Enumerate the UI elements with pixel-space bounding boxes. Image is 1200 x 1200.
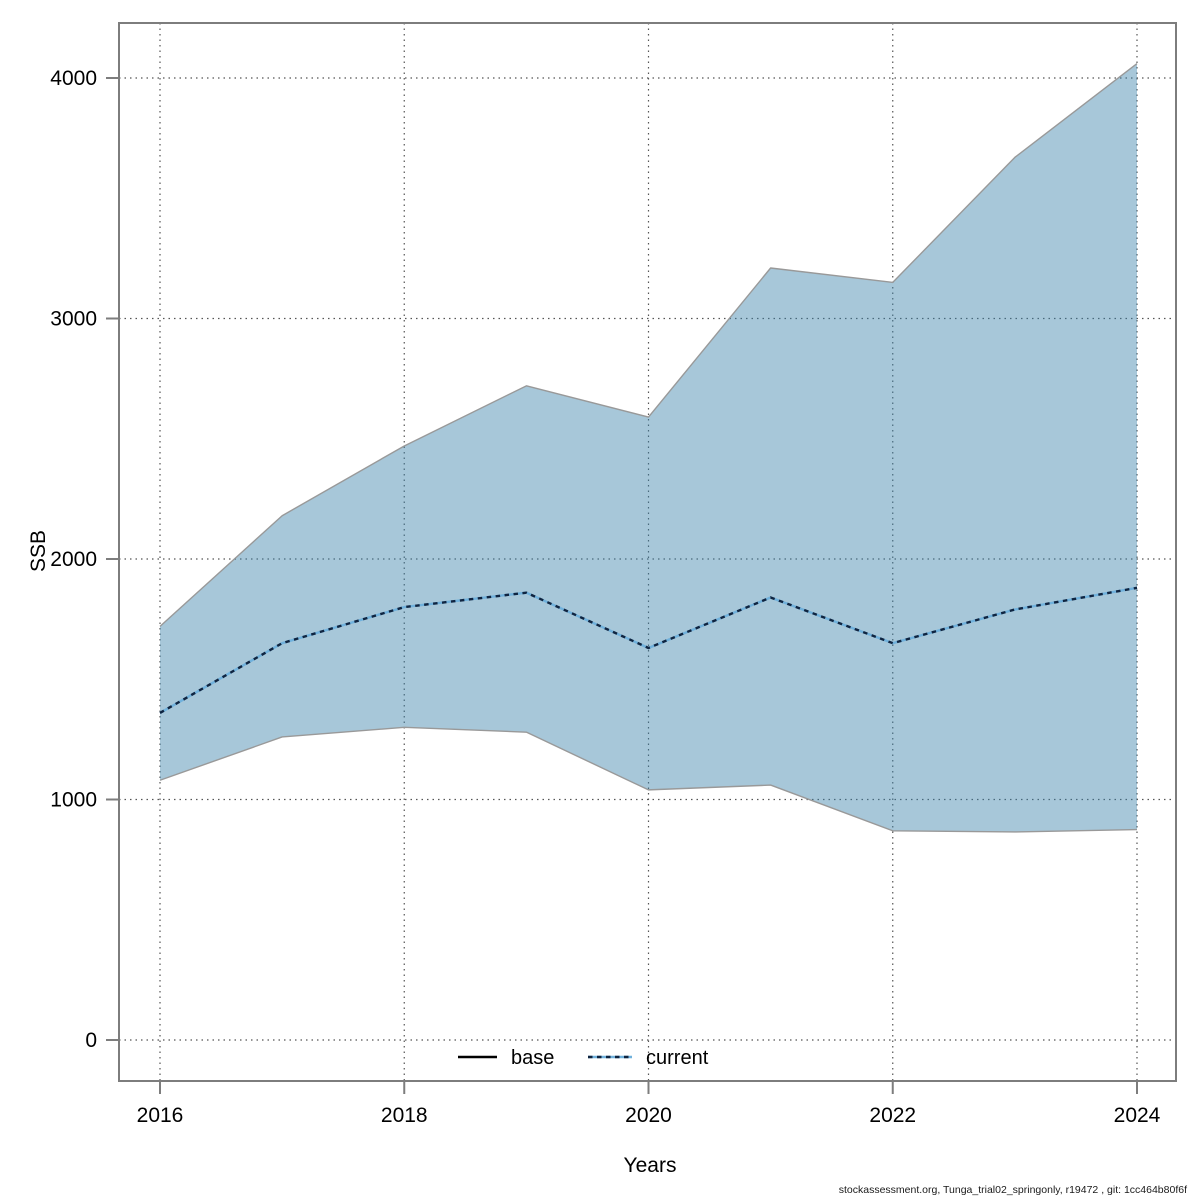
y-tick-label-3000: 3000 xyxy=(50,308,97,331)
y-tick-label-4000: 4000 xyxy=(50,67,97,90)
band-lower-edge xyxy=(159,726,1138,833)
axis-ticks xyxy=(106,77,1138,1094)
x-tick-label-2018: 2018 xyxy=(381,1104,428,1127)
x-tick-label-2022: 2022 xyxy=(869,1104,916,1127)
y-axis-title: SSB xyxy=(27,530,50,572)
y-tick-label-0: 0 xyxy=(85,1029,97,1052)
x-tick-label-2020: 2020 xyxy=(625,1104,672,1127)
median-line xyxy=(159,586,1138,714)
legend-current-label: current xyxy=(646,1047,709,1069)
y-tick-label-2000: 2000 xyxy=(50,548,97,571)
plot-frame xyxy=(118,22,1177,1082)
x-axis-title: Years xyxy=(624,1154,677,1177)
median-line-dotted xyxy=(159,586,1138,714)
band-upper-edge xyxy=(159,63,1138,627)
footer-attribution: stockassessment.org, Tunga_trial02_sprin… xyxy=(839,1184,1187,1196)
legend: base current xyxy=(458,1047,709,1069)
y-tick-label-1000: 1000 xyxy=(50,789,97,812)
x-tick-label-2024: 2024 xyxy=(1114,1104,1161,1127)
axis-tick-labels: 0 1000 2000 3000 4000 2016 2018 2020 2022 2024 xyxy=(50,67,1160,1127)
confidence-band-polygon xyxy=(160,63,1137,832)
legend-base-label: base xyxy=(511,1047,554,1069)
confidence-band xyxy=(159,63,1138,833)
gridlines xyxy=(119,23,1176,1081)
x-tick-label-2016: 2016 xyxy=(137,1104,184,1127)
plot-frame-rect xyxy=(118,22,1177,1082)
